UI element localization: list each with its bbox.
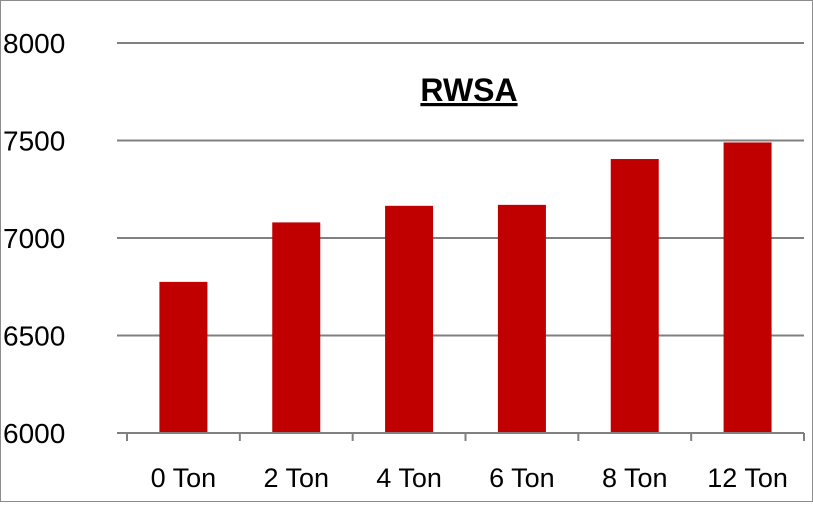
y-tick-label-8000: 8000: [3, 28, 65, 59]
bar-6-ton: [497, 204, 546, 433]
gridlines: [117, 42, 804, 434]
x-axis-tick-labels: 0 Ton 2 Ton 4 Ton 6 Ton 8 Ton 12 Ton: [151, 463, 788, 493]
x-tick-label-6-ton: 6 Ton: [489, 463, 555, 493]
y-tick-label-6500: 6500: [3, 321, 65, 352]
y-tick-label-6000: 6000: [3, 418, 65, 449]
x-tick-label-4-ton: 4 Ton: [376, 463, 442, 493]
y-tick-label-7500: 7500: [3, 126, 65, 157]
bar-4-ton: [385, 205, 434, 433]
y-tick-label-7000: 7000: [3, 223, 65, 254]
x-tick-label-0-ton: 0 Ton: [151, 463, 217, 493]
y-axis-tick-labels: 6000 6500 7000 7500 8000: [3, 28, 65, 449]
x-tick-label-12-ton: 12 Ton: [707, 463, 788, 493]
bar-8-ton: [610, 159, 659, 433]
bars: [159, 142, 772, 433]
x-axis: [126, 432, 805, 441]
x-tick-label-8-ton: 8 Ton: [602, 463, 668, 493]
x-tick-label-2-ton: 2 Ton: [263, 463, 329, 493]
bar-12-ton: [723, 142, 772, 433]
bar-0-ton: [159, 281, 208, 433]
bar-2-ton: [272, 222, 321, 433]
chart-title: RWSA: [420, 72, 517, 108]
